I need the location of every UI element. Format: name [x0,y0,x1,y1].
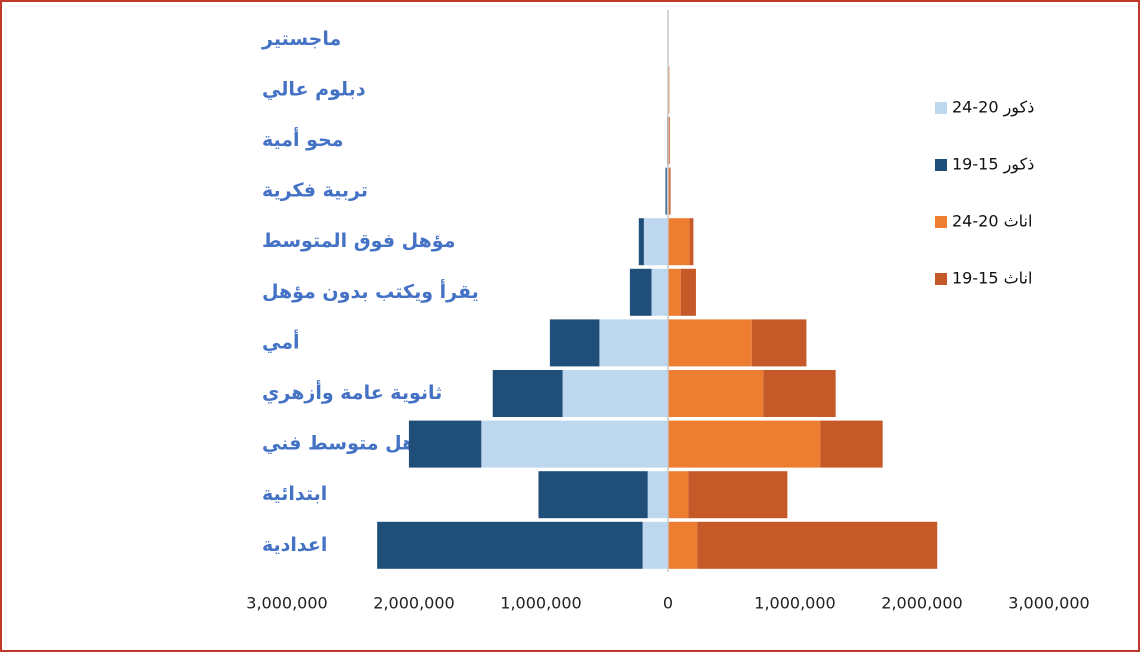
bar [492,370,563,417]
bar [668,521,698,569]
bar [669,117,670,164]
category-label: ثانوية عامة وأزهري [262,380,442,405]
bar [668,319,752,367]
bar [562,370,668,417]
x-tick-label: 3,000,000 [1008,594,1089,613]
bar [680,268,696,316]
category-label: تربية فكرية [262,180,368,202]
bar [689,218,694,266]
x-tick-label: 1,000,000 [754,594,835,613]
category-label: محو أمية [262,127,344,151]
bar [647,471,668,519]
bar [665,167,667,215]
legend-swatch [935,216,947,228]
category-label: أمي [262,329,300,353]
category-label: اعدادية [262,534,327,556]
bar [668,268,681,316]
bar [538,471,648,519]
bar [638,218,644,266]
bar [668,370,764,417]
category-label: دبلوم عالي [262,78,366,100]
legend-swatch [935,102,947,114]
x-tick-label: 1,000,000 [500,594,581,613]
legend-label: 24-20 اناث [952,212,1032,231]
bar [643,218,668,266]
bar [668,471,689,519]
bar [408,420,482,468]
bar [688,471,788,519]
legend-label: 24-20 ذكور [952,98,1034,118]
category-label: ماجستير [261,28,341,50]
bar [820,420,883,468]
bar [599,319,668,367]
x-tick-label: 0 [663,594,673,613]
bar [642,521,668,569]
legend-label: 19-15 اناث [952,269,1032,288]
bar [751,319,807,367]
category-label: مؤهل فوق المتوسط [262,230,455,252]
bar [377,521,643,569]
legend-swatch [935,273,947,285]
x-tick-label: 2,000,000 [373,594,454,613]
category-label: ابتدائية [262,483,327,505]
x-tick-label: 3,000,000 [246,594,327,613]
bar [668,218,690,266]
category-label: يقرأ ويكتب بدون مؤهل [262,279,479,303]
bar [668,420,821,468]
legend-swatch [935,159,947,171]
bar [763,370,836,417]
bar [697,521,938,569]
bar [481,420,668,468]
legend-label: 19-15 ذكور [952,155,1034,175]
category-label: مؤهل متوسط فني [262,433,439,455]
x-tick-label: 2,000,000 [881,594,962,613]
bar [629,268,652,316]
bar [669,167,671,215]
bar [549,319,600,367]
bar [651,268,668,316]
